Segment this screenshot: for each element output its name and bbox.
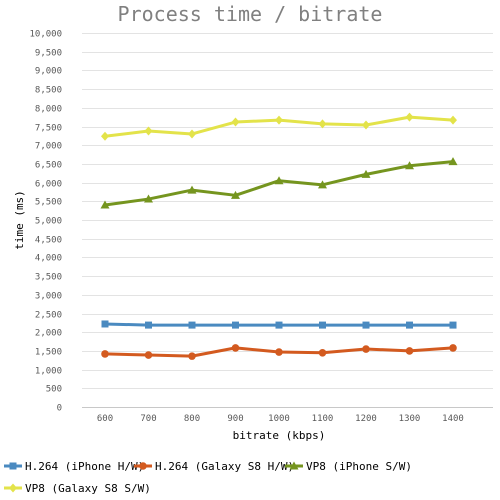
data-point xyxy=(449,115,457,125)
y-tick-label: 7,500 xyxy=(35,124,62,134)
y-tick-label: 4,500 xyxy=(35,236,62,246)
data-point xyxy=(232,321,239,329)
y-tick-label: 0 xyxy=(57,404,62,414)
data-point xyxy=(361,169,371,178)
data-point xyxy=(405,112,414,122)
data-point xyxy=(188,321,196,329)
y-tick-label: 2,500 xyxy=(35,311,62,321)
data-point xyxy=(406,321,413,329)
data-point xyxy=(144,351,153,359)
legend-item: H.264 (iPhone H/W) xyxy=(4,460,144,473)
y-tick-label: 500 xyxy=(46,385,62,395)
data-point xyxy=(275,321,283,329)
data-point xyxy=(144,194,153,203)
data-point xyxy=(275,348,283,356)
data-point xyxy=(318,180,327,189)
legend: H.264 (iPhone H/W) H.264 (Galaxy S8 H/W) V… xyxy=(4,460,412,495)
data-point xyxy=(101,350,109,358)
data-point xyxy=(319,321,326,329)
series-2 xyxy=(101,344,457,360)
legend-label: H.264 (Galaxy S8 H/W) xyxy=(155,460,294,473)
data-point xyxy=(187,185,197,194)
x-tick-label: 800 xyxy=(184,414,200,424)
data-point xyxy=(231,344,240,352)
y-tick-label: 8,000 xyxy=(35,105,62,115)
data-point xyxy=(318,348,327,357)
legend-label: VP8 (Galaxy S8 S/W) xyxy=(25,482,151,495)
data-point xyxy=(405,161,414,170)
series-group xyxy=(100,112,458,360)
y-tick-label: 1,500 xyxy=(35,348,62,358)
data-point xyxy=(318,119,327,129)
x-tick-label: 700 xyxy=(140,414,156,424)
y-tick-label: 6,500 xyxy=(35,161,62,171)
legend-label: VP8 (iPhone S/W) xyxy=(306,460,412,473)
legend-label: H.264 (iPhone H/W) xyxy=(25,460,144,473)
y-tick-label: 9,500 xyxy=(35,49,62,59)
data-point xyxy=(100,200,110,209)
data-point xyxy=(405,347,414,355)
legend-marker xyxy=(9,462,17,470)
y-tick-label: 6,000 xyxy=(35,180,62,190)
data-point xyxy=(101,131,109,141)
legend-item: VP8 (Galaxy S8 S/W) xyxy=(4,482,151,495)
x-tick-label: 1300 xyxy=(399,414,421,424)
y-tick-label: 3,000 xyxy=(35,292,62,302)
series-3 xyxy=(100,157,458,209)
data-point xyxy=(274,176,284,185)
y-tick-label: 8,500 xyxy=(35,86,62,96)
legend-marker xyxy=(289,461,299,470)
y-tick-label: 5,000 xyxy=(35,217,62,227)
data-point xyxy=(145,321,152,329)
legend-item: VP8 (iPhone S/W) xyxy=(285,460,412,473)
data-point xyxy=(188,352,196,360)
series-4 xyxy=(101,112,457,141)
y-tick-label: 4,000 xyxy=(35,254,62,264)
y-tick-label: 9,000 xyxy=(35,67,62,77)
y-tick-label: 3,500 xyxy=(35,273,62,283)
y-tick-label: 7,000 xyxy=(35,142,62,152)
chart-title: Process time / bitrate xyxy=(118,2,383,26)
legend-item: H.264 (Galaxy S8 H/W) xyxy=(134,460,294,473)
y-tick-label: 1,000 xyxy=(35,367,62,377)
y-tick-label: 10,000 xyxy=(29,30,62,40)
x-tick-label: 900 xyxy=(227,414,243,424)
x-tick-labels: 600 700 800 900 1000 1100 1200 1300 1400 xyxy=(97,414,464,424)
data-point xyxy=(362,120,370,130)
data-point xyxy=(231,117,240,127)
y-tick-label: 2,000 xyxy=(35,329,62,339)
y-tick-labels: 0 500 1,000 1,500 2,000 2,500 3,000 3,500 4,000 4… xyxy=(29,30,62,414)
data-point xyxy=(101,320,109,328)
data-point xyxy=(275,115,283,125)
x-tick-label: 1100 xyxy=(312,414,334,424)
data-point xyxy=(449,344,457,352)
data-point xyxy=(448,157,458,166)
grid xyxy=(82,33,493,389)
data-point xyxy=(188,129,196,139)
x-tick-label: 1000 xyxy=(268,414,290,424)
legend-marker xyxy=(9,483,17,493)
x-tick-label: 1200 xyxy=(355,414,377,424)
data-point xyxy=(362,345,370,353)
data-point xyxy=(144,126,153,136)
legend-marker xyxy=(139,462,147,470)
y-axis-label: time (ms) xyxy=(13,190,26,250)
data-point xyxy=(449,321,457,329)
y-tick-label: 5,500 xyxy=(35,198,62,208)
data-point xyxy=(362,321,370,329)
data-point xyxy=(231,190,240,199)
x-axis-label: bitrate (kbps) xyxy=(233,429,326,442)
x-tick-label: 600 xyxy=(97,414,113,424)
x-tick-label: 1400 xyxy=(442,414,464,424)
series-1 xyxy=(101,320,457,329)
